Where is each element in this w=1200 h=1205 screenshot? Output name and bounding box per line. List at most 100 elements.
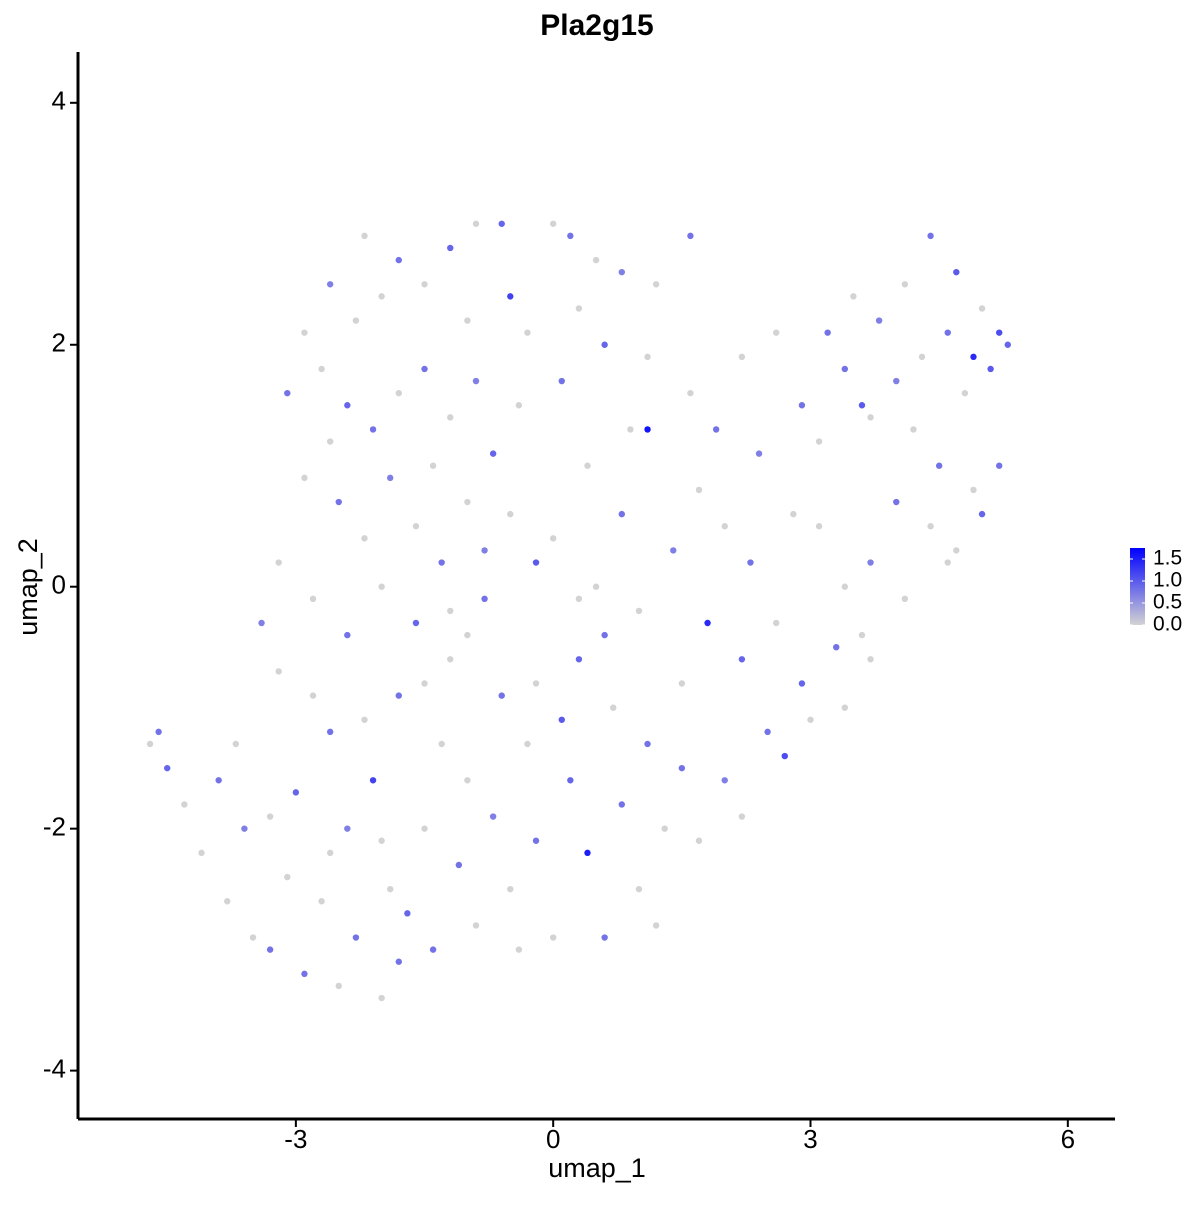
point [361,716,368,723]
point [301,970,308,978]
point [352,934,360,941]
point [627,426,634,433]
point [652,281,660,288]
point [387,885,394,893]
point [421,281,428,288]
point [764,728,771,736]
point [687,389,694,397]
point [318,898,325,905]
point [807,716,814,723]
point [601,934,608,941]
point [361,232,368,240]
point [721,523,728,530]
point [198,849,205,857]
point [489,813,497,820]
point [438,559,445,566]
point [695,837,703,844]
point [944,329,951,336]
point [472,922,480,929]
point [489,450,497,457]
point [996,329,1003,336]
point [575,656,583,663]
point [747,559,754,566]
point [867,414,874,421]
point [395,389,402,397]
point [644,353,651,361]
point [326,728,334,736]
point [429,462,437,469]
point [618,268,626,276]
point [455,861,463,869]
point [249,934,257,941]
point [618,801,626,808]
point [987,365,994,373]
point [369,426,377,433]
point [395,692,402,699]
point [215,777,222,784]
point [266,946,274,953]
point [953,268,960,276]
point [910,426,917,433]
point [584,462,591,469]
colorbar-label: 0.0 [1153,613,1182,636]
point [875,317,883,324]
point [858,631,866,639]
point [978,305,986,312]
point [447,607,454,615]
point [481,595,488,603]
point [464,777,471,784]
point [592,256,600,264]
point [944,559,951,566]
point [670,547,677,554]
point [429,946,437,953]
point [610,704,617,711]
point [481,547,488,554]
point [618,510,626,518]
point [901,281,909,288]
point [601,341,608,348]
point [635,885,643,893]
point [532,680,540,687]
y-tick-label: -2 [43,812,66,842]
point [421,680,428,687]
y-tick-label: -4 [43,1053,66,1083]
point [927,523,934,530]
point [344,825,351,832]
point [738,353,746,361]
point [558,716,565,723]
point [850,293,857,300]
point [712,426,720,433]
point [498,220,505,227]
point [318,365,325,373]
point [833,643,840,651]
point [309,692,317,699]
point [421,825,428,832]
point [387,474,394,482]
point [549,220,557,227]
point [549,934,557,941]
point [464,317,471,324]
point [584,849,591,857]
point [292,789,300,796]
x-tick-label: 0 [546,1124,560,1154]
point [644,740,651,748]
point [464,631,471,639]
point [575,305,583,312]
point [567,777,574,784]
point [378,837,385,844]
point [695,486,703,494]
point [532,837,540,844]
point [344,402,351,409]
point [464,498,471,506]
point [738,813,746,820]
point [447,656,454,663]
point [798,402,806,409]
colorbar-label: 0.5 [1153,591,1182,614]
point [532,559,540,566]
x-axis-label: umap_1 [548,1153,646,1183]
point [815,523,823,530]
point [447,244,454,252]
point [507,293,514,300]
point [978,510,986,518]
point [893,377,900,385]
